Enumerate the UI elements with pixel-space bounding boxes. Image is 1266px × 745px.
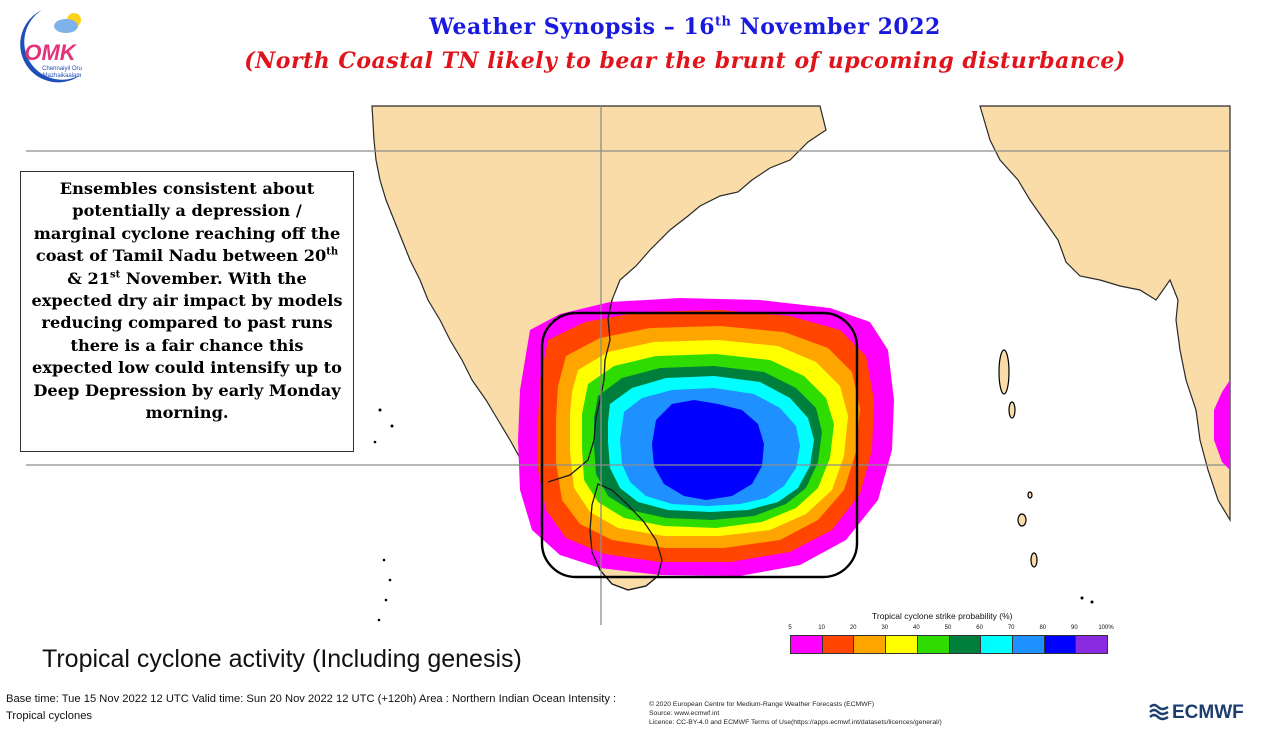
synopsis-subtitle: (North Coastal TN likely to bear the bru…: [244, 48, 1126, 74]
grid-lines: [26, 106, 1230, 625]
secondary-probability-blob: [1214, 380, 1230, 470]
legend-swatch-0: [791, 636, 823, 653]
legend-swatch-6: [981, 636, 1013, 653]
synopsis-title: Weather Synopsis – 16th November 2022: [52, 14, 1266, 40]
legend-title: Tropical cyclone strike probability (%): [872, 611, 1013, 621]
legend-tick-label: 20: [849, 625, 857, 631]
cloud-icon: [54, 19, 78, 33]
legend-tick-label: 100%: [1098, 625, 1114, 631]
legend-swatch-8: [1044, 636, 1077, 653]
note-sup-1: th: [326, 246, 339, 258]
legend-swatch-4: [917, 636, 950, 653]
probability-bands: [518, 298, 894, 576]
legend-tick-label: 5: [788, 625, 792, 631]
forecast-note-box: Ensembles consistent about potentially a…: [20, 171, 354, 452]
lakshadweep-islands: [373, 408, 1094, 622]
andaman-islands: [998, 349, 1038, 568]
note-line-1: Ensembles consistent about potentially a…: [33, 179, 341, 266]
legend-swatch-7: [1012, 636, 1045, 653]
legend-ticks: 5 10 20 30 40 50 60 70 80 90 100%: [783, 625, 1123, 635]
band-80: [652, 400, 764, 500]
title-end: November 2022: [731, 14, 941, 40]
legend-tick-label: 70: [1007, 625, 1015, 631]
title-main: Weather Synopsis – 16: [429, 14, 715, 40]
credits-block: © 2020 European Centre for Medium-Range …: [649, 700, 942, 727]
note-sup-2: st: [110, 269, 121, 281]
ecmwf-label: ECMWF: [1172, 702, 1244, 723]
product-title: Tropical cyclone activity (Including gen…: [42, 645, 522, 673]
credit-line-2: Source: www.ecmwf.int: [649, 710, 720, 717]
credit-line-1: © 2020 European Centre for Medium-Range …: [649, 701, 875, 708]
legend-tick-label: 40: [913, 625, 920, 631]
legend-tick-label: 60: [976, 625, 983, 631]
legend-swatch-3: [886, 636, 918, 653]
title-sup: th: [715, 14, 732, 30]
legend-tick-label: 50: [944, 625, 952, 631]
logo-tagline-1: Chennaiyil Oru: [42, 66, 82, 72]
legend-tick-label: 30: [881, 625, 889, 631]
legend-tick-label: 10: [818, 625, 825, 631]
myanmar-landmass: [979, 105, 1231, 523]
legend-swatch-1: [822, 636, 855, 653]
legend-swatch-5: [949, 636, 982, 653]
ecmwf-brand: ECMWF: [1148, 702, 1244, 724]
note-mid: & 21: [67, 268, 111, 288]
legend-tick-label: 80: [1039, 625, 1047, 631]
logo-brand: OMK: [24, 40, 77, 65]
omk-logo: OMK Chennaiyil Oru Mazhaikaalam: [20, 10, 82, 83]
legend-tick-label: 90: [1071, 625, 1078, 631]
legend-swatch-9: [1076, 636, 1108, 653]
note-line-2: November. With the expected dry air impa…: [31, 268, 343, 423]
ecmwf-logo-icon: [1149, 703, 1169, 721]
disturbance-highlight-box: [540, 311, 859, 579]
credit-line-3: Licence: CC-BY-4.0 and ECMWF Terms of Us…: [649, 719, 942, 726]
base-time-info: Base time: Tue 15 Nov 2022 12 UTC Valid …: [6, 693, 617, 722]
legend-swatch-2: [854, 636, 887, 653]
legend-color-bar: [790, 635, 1108, 654]
logo-tagline-2: Mazhaikaalam: [43, 73, 82, 79]
